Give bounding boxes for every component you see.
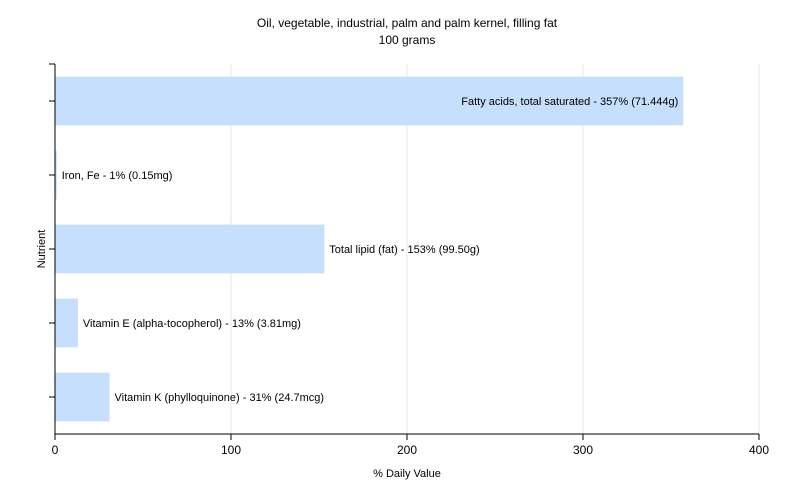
chart-title: Oil, vegetable, industrial, palm and pal… (257, 16, 558, 30)
data-label-0: Fatty acids, total saturated - 357% (71.… (461, 96, 678, 108)
bar-2 (55, 224, 325, 274)
x-tick-label-100: 100 (221, 443, 241, 457)
bar-1 (55, 150, 57, 200)
x-tick-label-400: 400 (749, 443, 769, 457)
data-label-3: Vitamin E (alpha-tocopherol) - 13% (3.81… (83, 318, 301, 330)
bar-4 (55, 372, 110, 422)
x-tick-label-200: 200 (397, 443, 417, 457)
bar-3 (55, 298, 78, 348)
data-label-2: Total lipid (fat) - 153% (99.50g) (329, 244, 479, 256)
chart-subtitle: 100 grams (379, 33, 436, 47)
bar-0 (55, 76, 684, 126)
bar-labels: Fatty acids, total saturated - 357% (71.… (62, 96, 679, 404)
bars (55, 76, 684, 422)
x-axis-title: % Daily Value (373, 468, 441, 480)
x-tick-label-300: 300 (573, 443, 593, 457)
y-axis-title: Nutrient (36, 230, 48, 269)
data-label-4: Vitamin K (phylloquinone) - 31% (24.7mcg… (115, 392, 325, 404)
x-tick-label-0: 0 (52, 443, 59, 457)
axes: 0 100 200 300 400 (49, 63, 769, 457)
data-label-1: Iron, Fe - 1% (0.15mg) (62, 170, 173, 182)
